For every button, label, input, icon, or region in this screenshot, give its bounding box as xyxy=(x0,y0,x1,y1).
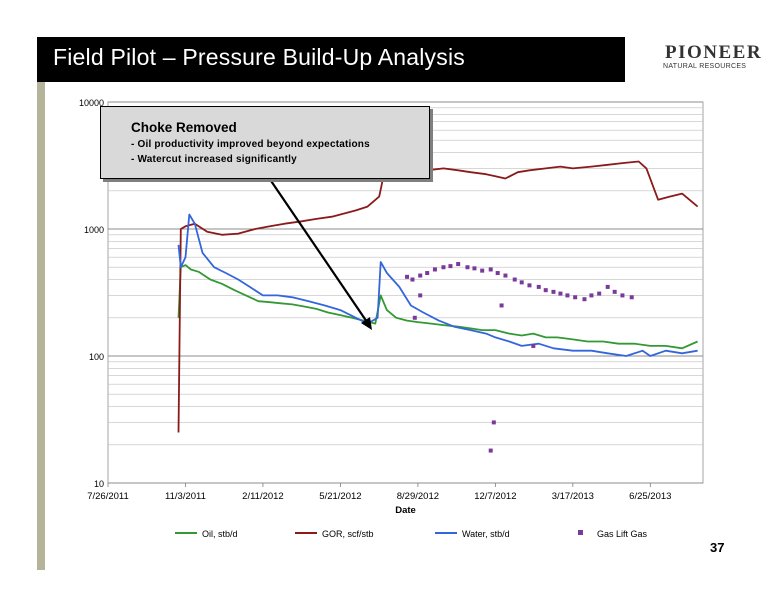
gas-lift-point xyxy=(565,293,570,298)
gas-lift-point xyxy=(495,271,500,276)
callout-arrow-line xyxy=(266,174,368,323)
legend-label: GOR, scf/stb xyxy=(322,529,374,539)
gas-lift-point xyxy=(558,291,563,296)
gas-lift-point xyxy=(418,273,423,278)
gas-lift-point xyxy=(488,448,493,453)
page-number: 37 xyxy=(710,540,725,555)
gas-lift-point xyxy=(456,262,461,267)
gas-lift-point xyxy=(488,267,493,272)
gas-lift-point xyxy=(503,273,508,278)
x-axis-label: Date xyxy=(395,505,416,516)
gas-lift-point xyxy=(410,277,415,282)
gas-lift-point xyxy=(491,420,496,425)
x-tick-label: 7/26/2011 xyxy=(87,491,129,502)
x-tick-label: 8/29/2012 xyxy=(397,491,439,502)
gas-lift-point xyxy=(543,288,548,293)
gas-lift-point xyxy=(480,268,485,273)
gas-lift-point xyxy=(582,297,587,302)
gas-lift-point xyxy=(573,295,578,300)
gas-lift-point xyxy=(425,271,430,276)
legend-label: Gas Lift Gas xyxy=(597,529,648,539)
gas-lift-point xyxy=(629,295,634,300)
gas-lift-point xyxy=(519,280,524,285)
x-tick-label: 3/17/2013 xyxy=(552,491,594,502)
callout-line-2: - Watercut increased significantly xyxy=(131,154,297,165)
x-tick-label: 11/3/2011 xyxy=(165,491,206,502)
gas-lift-point xyxy=(531,343,536,348)
x-tick-label: 6/25/2013 xyxy=(629,491,671,502)
left-accent-bar xyxy=(37,82,45,570)
gas-lift-point xyxy=(448,264,453,269)
gas-lift-point xyxy=(597,291,602,296)
gas-lift-point xyxy=(432,267,437,272)
gas-lift-point xyxy=(418,293,423,298)
legend-marker xyxy=(578,530,583,535)
gas-lift-point xyxy=(612,289,617,294)
gas-lift-point xyxy=(405,274,410,279)
logo-subtitle: NATURAL RESOURCES xyxy=(663,63,747,70)
gas-lift-point xyxy=(465,265,470,270)
slide-title: Field Pilot – Pressure Build-Up Analysis xyxy=(53,44,465,70)
gas-lift-point xyxy=(620,293,625,298)
water-series-line xyxy=(177,213,698,357)
oil-series-line xyxy=(177,264,698,350)
legend-label: Oil, stb/d xyxy=(202,529,238,539)
x-tick-label: 5/21/2012 xyxy=(319,491,361,502)
gas-lift-point xyxy=(605,284,610,289)
callout-title: Choke Removed xyxy=(131,120,237,135)
gas-lift-point xyxy=(499,303,504,308)
gas-lift-point xyxy=(536,284,541,289)
company-logo: PIONEER NATURAL RESOURCES xyxy=(625,37,776,82)
gas-lift-point xyxy=(551,289,556,294)
y-tick-label: 1000 xyxy=(84,225,104,235)
gas-lift-point xyxy=(472,266,477,271)
gas-lift-point xyxy=(412,315,417,320)
callout-line-1: - Oil productivity improved beyond expec… xyxy=(131,139,370,150)
x-tick-label: 12/7/2012 xyxy=(474,491,516,502)
x-tick-label: 2/11/2012 xyxy=(242,491,284,502)
gas-lift-point xyxy=(441,265,446,270)
callout-box: Choke Removed - Oil productivity improve… xyxy=(100,106,430,179)
gas-lift-point xyxy=(589,293,594,298)
y-tick-label: 100 xyxy=(89,352,104,362)
gas-lift-point xyxy=(512,277,517,282)
gas-lift-point xyxy=(527,283,532,288)
callout-arrowhead xyxy=(361,317,372,330)
y-tick-label: 10 xyxy=(94,479,104,489)
logo-wordmark: PIONEER xyxy=(665,42,763,63)
legend-label: Water, stb/d xyxy=(462,529,510,539)
y-tick-label: 10000 xyxy=(79,98,104,108)
